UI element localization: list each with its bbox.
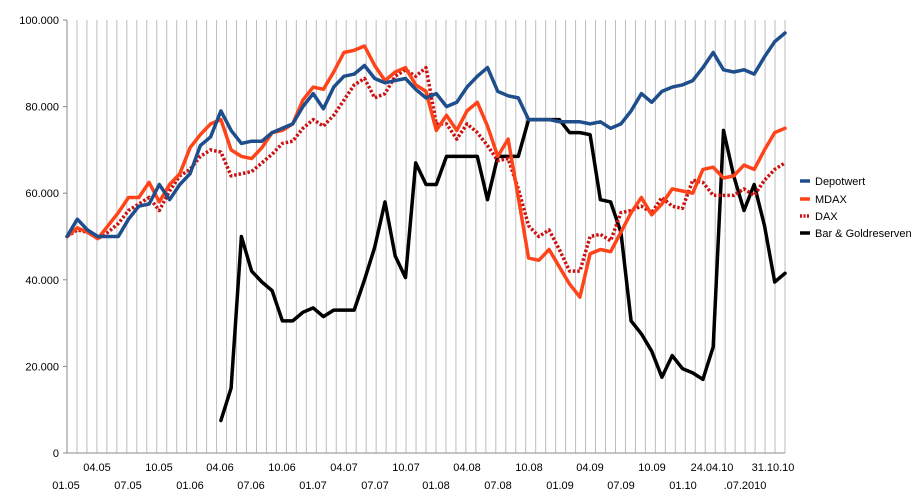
series-line-dax — [66, 65, 786, 273]
y-tick-label: 60.000 — [25, 188, 59, 200]
x-tick-label-lower: 07.09 — [607, 480, 635, 492]
x-tick-label-lower: 01.08 — [422, 480, 450, 492]
legend-label-bar-goldreserven: Bar & Goldreserven — [815, 228, 912, 240]
x-tick-label-lower: 07.05 — [114, 480, 142, 492]
x-tick-label-lower: 07.07 — [361, 480, 389, 492]
legend-label-depotwert: Depotwert — [815, 176, 865, 188]
legend-label-dax: DAX — [815, 211, 838, 223]
x-tick-labels: 04.05 10.05 04.06 10.06 04.07 10.07 04.08 10.08… — [52, 462, 794, 492]
x-tick-label-lower: 07.06 — [237, 480, 265, 492]
gridlines — [66, 20, 786, 453]
x-tick-label-lower: 01.07 — [299, 480, 327, 492]
x-tick-label-upper: 10.05 — [145, 462, 173, 474]
y-tick-labels: 0 20.000 40.000 60.000 80.000 100.000 — [19, 15, 67, 460]
legend-label-mdax: MDAX — [815, 194, 847, 206]
x-tick-label-upper: 04.07 — [330, 462, 358, 474]
x-tick-label-upper: 31.10.10 — [752, 462, 795, 474]
x-tick-label-upper: 10.08 — [515, 462, 543, 474]
y-tick-label: 100.000 — [19, 15, 59, 27]
x-tick-label-lower: 01.06 — [176, 480, 204, 492]
x-tick-label-lower: .07.2010 — [724, 480, 767, 492]
x-tick-label-upper: 04.06 — [206, 462, 234, 474]
x-tick-label-upper: 10.09 — [638, 462, 666, 474]
series-line-bar-goldreserven — [219, 117, 787, 423]
x-tick-label-lower: 07.08 — [484, 480, 512, 492]
series-line-depotwert — [65, 31, 787, 239]
y-tick-label: 0 — [53, 448, 59, 460]
x-tick-label-lower: 01.10 — [669, 480, 697, 492]
x-tick-label-upper: 10.07 — [392, 462, 420, 474]
x-tick-label-upper: 04.05 — [83, 462, 111, 474]
x-tick-label-lower: 01.05 — [52, 480, 80, 492]
y-tick-label: 40.000 — [25, 275, 59, 287]
legend: Depotwert MDAX DAX Bar & Goldreserven — [800, 176, 912, 240]
y-tick-label: 20.000 — [25, 361, 59, 373]
x-tick-label-upper: 04.08 — [453, 462, 481, 474]
series-lines — [65, 31, 787, 423]
x-tick-label-lower: 01.09 — [546, 480, 574, 492]
x-tick-label-upper: 24.04.10 — [691, 462, 734, 474]
x-tick-label-upper: 10.06 — [268, 462, 296, 474]
x-tick-label-upper: 04.09 — [576, 462, 604, 474]
y-tick-label: 80.000 — [25, 102, 59, 114]
series-line-mdax — [65, 44, 787, 299]
